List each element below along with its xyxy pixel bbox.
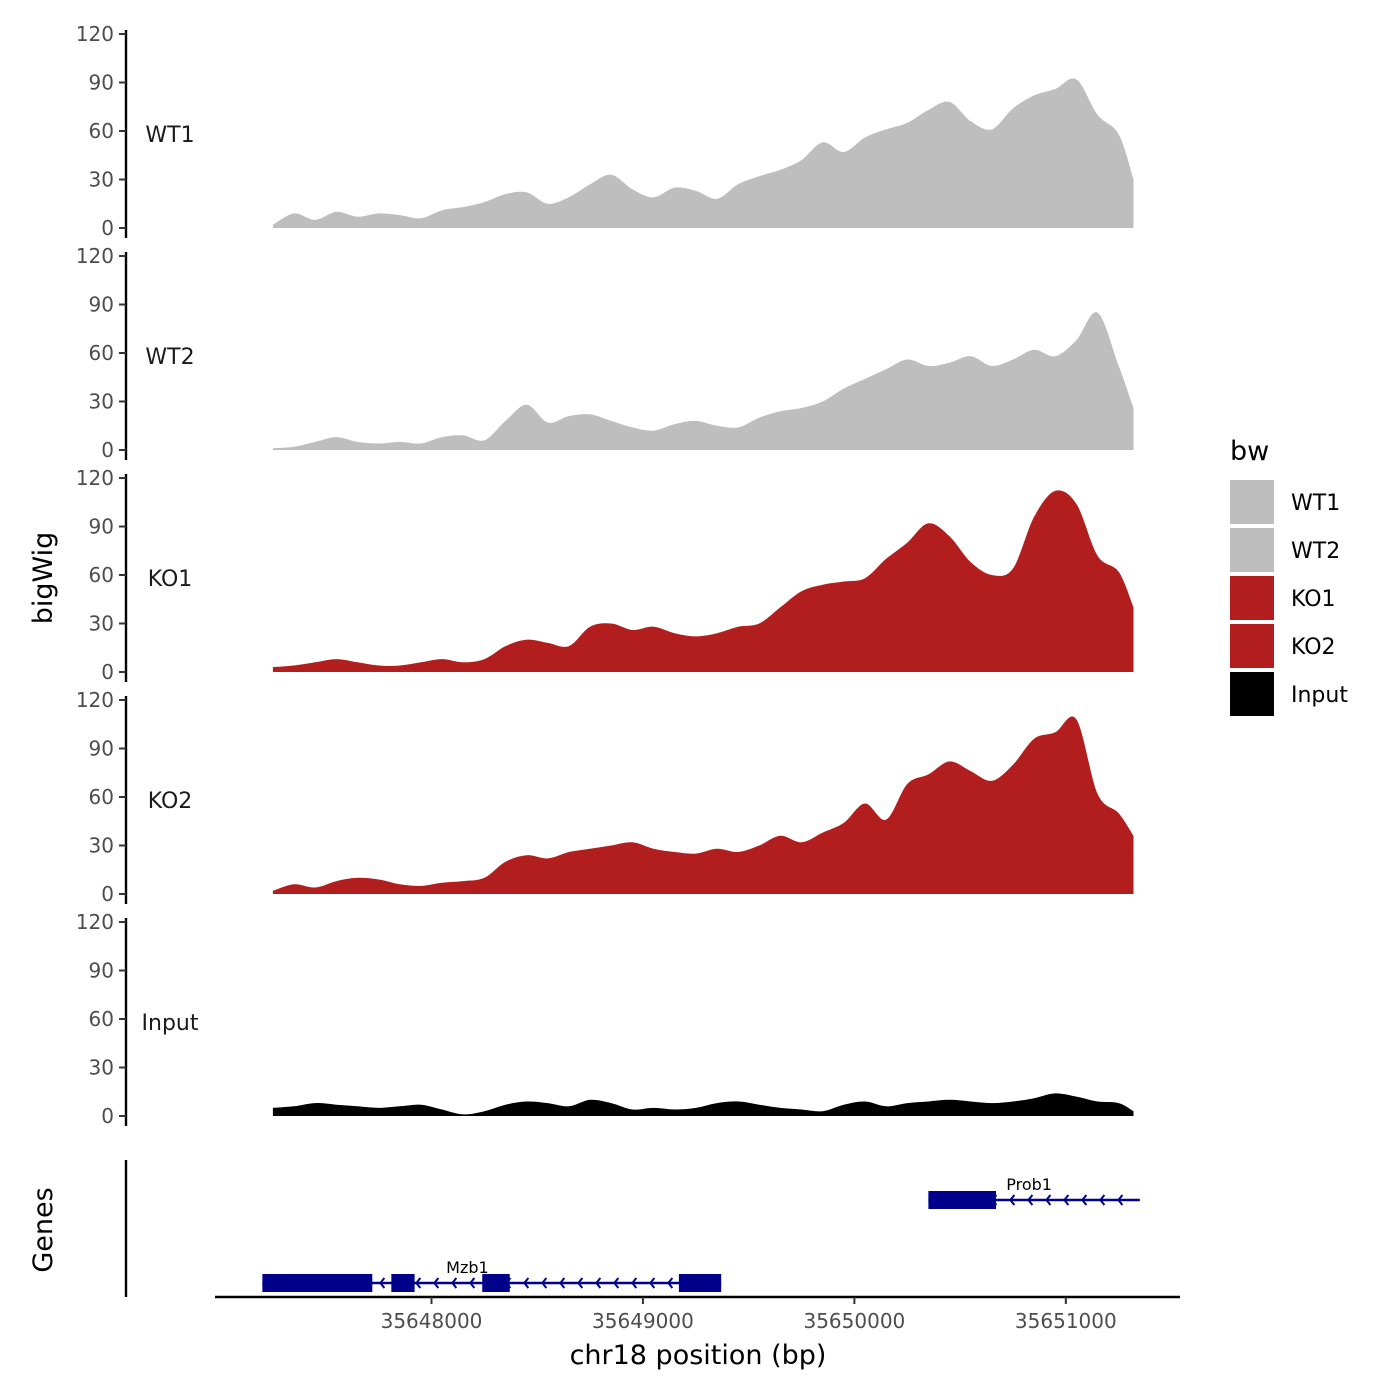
area-wt1 bbox=[272, 78, 1134, 228]
legend-swatch bbox=[1230, 528, 1274, 572]
strand-chevron bbox=[1009, 1194, 1016, 1206]
y-tick-label: 60 bbox=[89, 1007, 114, 1031]
y-tick-label: 90 bbox=[89, 737, 114, 761]
gene-exon bbox=[678, 1274, 722, 1292]
strand-chevron bbox=[379, 1277, 386, 1289]
y-tick-label: 120 bbox=[76, 22, 114, 46]
track-label-input: Input bbox=[142, 1011, 199, 1036]
y-tick-label: 0 bbox=[101, 882, 114, 906]
y-tick-label: 0 bbox=[101, 216, 114, 240]
strand-chevron bbox=[451, 1277, 458, 1289]
y-tick-label: 60 bbox=[89, 341, 114, 365]
legend-item-ko2: KO2 bbox=[1230, 624, 1336, 668]
x-tick-label: 35648000 bbox=[381, 1309, 483, 1333]
area-ko1 bbox=[272, 490, 1134, 672]
legend-item-wt2: WT2 bbox=[1230, 528, 1340, 572]
y-tick-label: 90 bbox=[89, 959, 114, 983]
strand-chevron bbox=[631, 1277, 638, 1289]
strand-chevron bbox=[523, 1277, 530, 1289]
x-tick-label: 35651000 bbox=[1015, 1309, 1117, 1333]
genes-axis-title: Genes bbox=[28, 1187, 59, 1272]
strand-chevron bbox=[1027, 1194, 1034, 1206]
y-tick-label: 0 bbox=[101, 438, 114, 462]
strand-chevron bbox=[469, 1277, 476, 1289]
legend-label: WT2 bbox=[1291, 539, 1340, 564]
legend-label: WT1 bbox=[1291, 491, 1340, 516]
y-tick-label: 120 bbox=[76, 466, 114, 490]
gene-prob1: Prob1 bbox=[928, 1175, 1140, 1209]
y-tick-label: 120 bbox=[76, 910, 114, 934]
track-label-wt2: WT2 bbox=[145, 345, 194, 370]
track-label-wt1: WT1 bbox=[145, 123, 194, 148]
y-tick-label: 30 bbox=[89, 834, 114, 858]
strand-chevron bbox=[1045, 1194, 1052, 1206]
track-wt2: 120 90 60 30 0 WT2 bbox=[76, 244, 1134, 462]
strand-chevron bbox=[649, 1277, 656, 1289]
y-tick-label: 90 bbox=[89, 71, 114, 95]
y-tick-label: 0 bbox=[101, 1104, 114, 1128]
x-axis: 35648000 35649000 35650000 35651000 bbox=[215, 1295, 1180, 1333]
strand-chevron bbox=[559, 1277, 566, 1289]
track-label-ko1: KO1 bbox=[148, 567, 193, 592]
track-ko1: 120 90 60 30 0 KO1 bbox=[76, 466, 1134, 684]
strand-chevron bbox=[1099, 1194, 1106, 1206]
track-ko2: 120 90 60 30 0 KO2 bbox=[76, 688, 1134, 906]
track-label-ko2: KO2 bbox=[148, 789, 193, 814]
y-tick-label: 30 bbox=[89, 612, 114, 636]
strand-chevron bbox=[613, 1277, 620, 1289]
strand-chevron bbox=[1063, 1194, 1070, 1206]
legend-swatch bbox=[1230, 480, 1274, 524]
legend-swatch bbox=[1230, 624, 1274, 668]
strand-chevron bbox=[667, 1277, 674, 1289]
y-tick-label: 30 bbox=[89, 1056, 114, 1080]
area-input bbox=[272, 1093, 1134, 1116]
x-axis-title: chr18 position (bp) bbox=[570, 1340, 827, 1371]
y-tick-label: 90 bbox=[89, 515, 114, 539]
x-tick-label: 35650000 bbox=[803, 1309, 905, 1333]
legend-swatch bbox=[1230, 672, 1274, 716]
track-wt1: 120 90 60 30 0 WT1 bbox=[76, 22, 1134, 240]
area-ko2 bbox=[272, 716, 1134, 894]
area-wt2 bbox=[272, 312, 1134, 450]
y-tick-label: 30 bbox=[89, 168, 114, 192]
strand-chevron bbox=[433, 1277, 440, 1289]
y-axis-title: bigWig bbox=[28, 532, 59, 625]
gene-exon bbox=[482, 1274, 510, 1292]
gene-label-mzb1: Mzb1 bbox=[446, 1258, 489, 1277]
y-tick-label: 120 bbox=[76, 244, 114, 268]
strand-chevron bbox=[1081, 1194, 1088, 1206]
legend-swatch bbox=[1230, 576, 1274, 620]
gene-mzb1: Mzb1 bbox=[262, 1258, 722, 1292]
legend-item-input: Input bbox=[1230, 672, 1348, 716]
y-tick-label: 60 bbox=[89, 119, 114, 143]
y-tick-label: 120 bbox=[76, 688, 114, 712]
x-tick-label: 35649000 bbox=[592, 1309, 694, 1333]
legend-title: bw bbox=[1230, 436, 1269, 467]
signal-tracks: 1209060300WT11209060300WT21209060300KO11… bbox=[76, 22, 1134, 1128]
y-tick-label: 0 bbox=[101, 660, 114, 684]
strand-chevron bbox=[541, 1277, 548, 1289]
gene-label-prob1: Prob1 bbox=[1006, 1175, 1052, 1194]
strand-chevron bbox=[577, 1277, 584, 1289]
legend-item-wt1: WT1 bbox=[1230, 480, 1340, 524]
track-input: 120 90 60 30 0 Input bbox=[76, 910, 1134, 1128]
strand-chevron bbox=[1117, 1194, 1124, 1206]
gene-exon bbox=[262, 1274, 373, 1292]
gene-exon bbox=[928, 1191, 997, 1209]
y-tick-label: 90 bbox=[89, 293, 114, 317]
y-tick-label: 30 bbox=[89, 390, 114, 414]
legend-item-ko1: KO1 bbox=[1230, 576, 1336, 620]
legend-label: KO1 bbox=[1291, 587, 1336, 612]
strand-chevron bbox=[415, 1277, 422, 1289]
strand-chevron bbox=[595, 1277, 602, 1289]
y-tick-label: 60 bbox=[89, 563, 114, 587]
legend: WT1 WT2 KO1 KO2 Input bbox=[1230, 480, 1348, 716]
legend-label: Input bbox=[1291, 683, 1348, 708]
genes-panel: Prob1 Mzb1 bbox=[124, 1160, 1140, 1297]
legend-label: KO2 bbox=[1291, 635, 1336, 660]
y-tick-label: 60 bbox=[89, 785, 114, 809]
gene-exon bbox=[391, 1274, 415, 1292]
